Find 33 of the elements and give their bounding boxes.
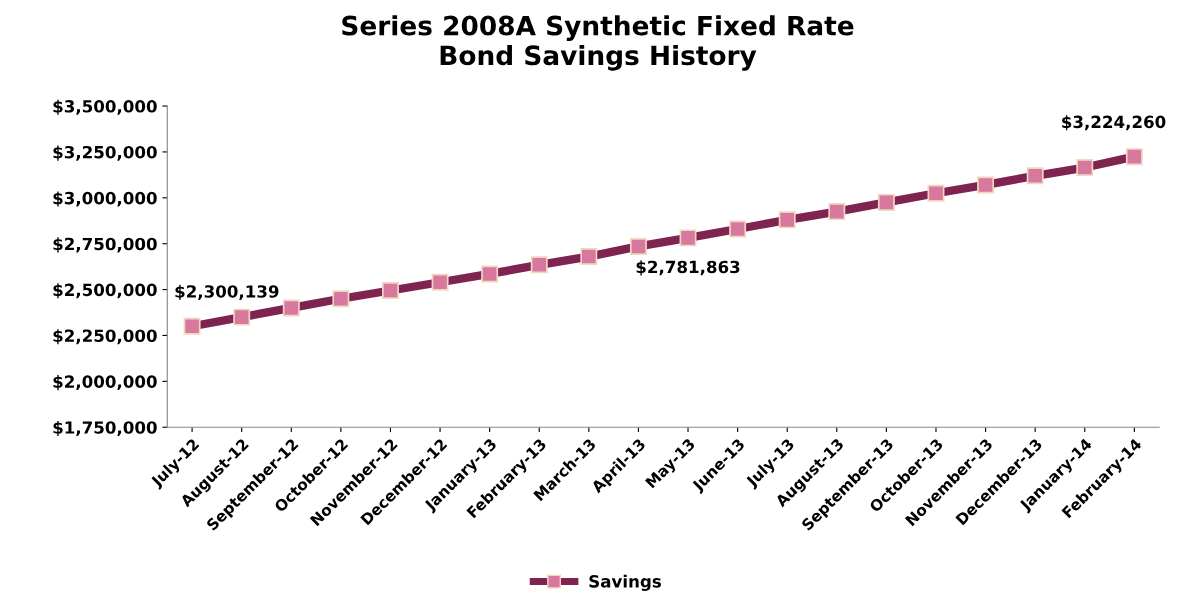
point xyxy=(481,265,499,283)
point xyxy=(332,290,350,308)
point xyxy=(729,220,747,238)
point xyxy=(828,203,846,221)
point xyxy=(530,256,548,274)
y-tick-label: $2,500,000 xyxy=(53,283,157,299)
point xyxy=(1076,159,1094,177)
point xyxy=(679,229,697,247)
point xyxy=(282,299,300,317)
point xyxy=(877,193,895,211)
point xyxy=(233,308,251,326)
point xyxy=(629,237,647,255)
data-label: $2,300,139 xyxy=(175,284,279,300)
y-tick-label: $1,750,000 xyxy=(53,420,157,437)
point xyxy=(580,248,598,266)
data-label: $2,781,863 xyxy=(636,260,740,276)
y-tick-label: $3,000,000 xyxy=(53,191,157,207)
chart-title: Series 2008A Synthetic Fixed Rate Bond Savings History xyxy=(342,15,854,71)
y-tick-label: $3,500,000 xyxy=(53,99,157,115)
point xyxy=(381,282,399,299)
point xyxy=(977,176,995,194)
legend-label: Savings xyxy=(589,574,661,591)
point xyxy=(778,211,796,229)
y-tick-label: $2,000,000 xyxy=(53,375,157,391)
point xyxy=(183,317,201,335)
data-label: $3,224,260 xyxy=(1062,115,1166,131)
point xyxy=(1125,148,1143,166)
y-tick-label: $3,250,000 xyxy=(53,145,157,161)
y-tick-label: $2,250,000 xyxy=(53,329,157,345)
point xyxy=(927,184,945,202)
point xyxy=(431,273,449,291)
point xyxy=(1026,167,1044,185)
y-tick-label: $2,750,000 xyxy=(53,237,157,253)
